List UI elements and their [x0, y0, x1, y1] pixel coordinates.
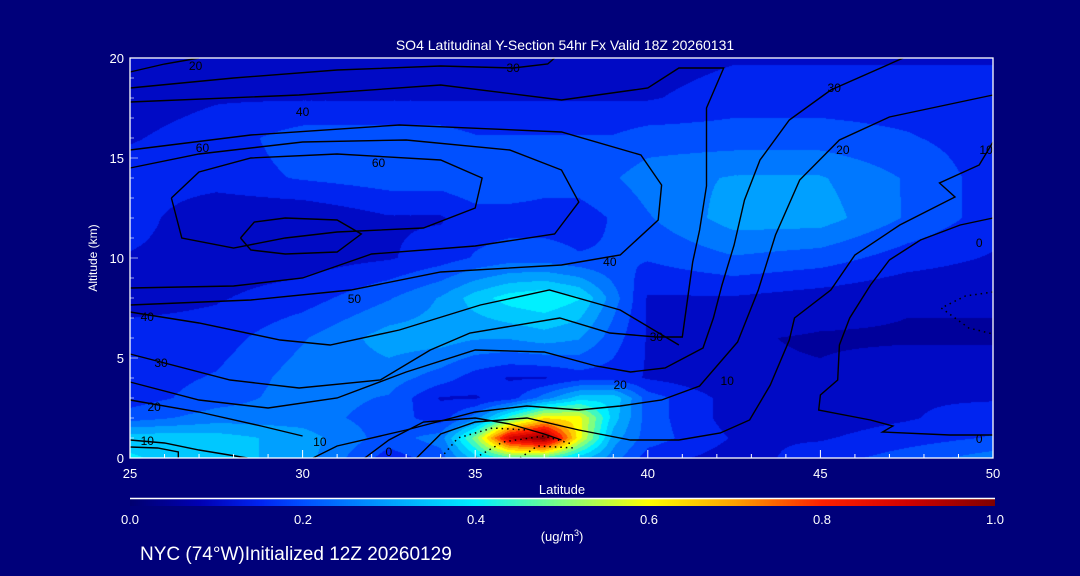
contour-label: 40 — [603, 255, 617, 269]
contour-line — [170, 153, 483, 249]
contour-label: 10 — [721, 374, 735, 388]
contour-line — [416, 141, 994, 459]
chart-title: SO4 Latitudinal Y-Section 54hr Fx Valid … — [396, 37, 735, 53]
y-axis-label: Altitude (km) — [86, 224, 100, 291]
contour-line — [129, 439, 248, 459]
y-tick-label: 5 — [117, 351, 124, 366]
contour-line — [129, 57, 556, 89]
contour-line — [129, 139, 580, 289]
contour-label: 0 — [386, 445, 393, 459]
colorbar-tick-label: 1.0 — [986, 512, 1004, 527]
contour-line — [239, 217, 363, 255]
units-text: (ug/m — [541, 529, 574, 544]
contour-line — [129, 57, 200, 73]
y-tick-label: 15 — [110, 151, 124, 166]
negative-contour-line — [519, 445, 576, 459]
contour-label: 0 — [976, 432, 983, 446]
contour-line — [129, 399, 303, 437]
colorbar-tick-label: 0.2 — [294, 512, 312, 527]
y-tick-label: 0 — [117, 451, 124, 466]
contour-label: 20 — [147, 400, 161, 414]
x-tick-label: 45 — [813, 466, 827, 481]
y-axis: 0 5 10 15 20 — [110, 51, 138, 466]
contour-label: 10 — [313, 435, 327, 449]
negative-contour-line — [939, 291, 994, 335]
colorbar-tick-label: 0.4 — [467, 512, 485, 527]
contour-label: 40 — [141, 310, 155, 324]
heatmap-field — [130, 58, 993, 458]
x-tick-label: 50 — [986, 466, 1000, 481]
contour-label: 30 — [506, 61, 520, 75]
units-superscript: 3 — [574, 528, 579, 538]
colorbar-ticks: 0.0 0.2 0.4 0.6 0.8 1.0 — [121, 512, 1004, 527]
contour-line — [364, 417, 562, 459]
contour-label: 30 — [828, 81, 842, 95]
plot-frame — [129, 57, 994, 459]
x-tick-label: 25 — [123, 466, 137, 481]
colorbar-tick-label: 0.8 — [813, 512, 831, 527]
contour-label: 10 — [979, 143, 993, 157]
x-axis: 25 30 35 40 45 50 — [123, 450, 1000, 481]
negative-contour-line — [440, 427, 528, 459]
colorbar-units: (ug/m3) — [541, 528, 584, 544]
contour-line — [129, 446, 180, 458]
contour-label: 60 — [196, 141, 210, 155]
contour-labels: 20 30 40 60 60 50 40 30 20 10 10 0 40 30 20 10 30 20 10 0 0 — [141, 59, 994, 459]
y-tick-label: 10 — [110, 251, 124, 266]
contour-line — [129, 289, 680, 346]
colorbar-gradient — [130, 499, 995, 506]
contour-line — [129, 57, 904, 409]
contour-label: 0 — [976, 236, 983, 250]
contour-label: 50 — [348, 292, 362, 306]
contour-lines — [129, 57, 994, 459]
x-tick-label: 30 — [295, 466, 309, 481]
x-tick-label: 35 — [468, 466, 482, 481]
x-tick-label: 40 — [641, 466, 655, 481]
footer-init-text: NYC (74°W)Initialized 12Z 20260129 — [140, 544, 452, 565]
contour-label: 20 — [836, 143, 850, 157]
y-tick-label: 20 — [110, 51, 124, 66]
contour-label: 30 — [154, 356, 168, 370]
contour-label: 40 — [296, 105, 310, 119]
contour-line — [129, 67, 725, 389]
units-close: ) — [579, 529, 583, 544]
x-axis-label: Latitude — [539, 482, 585, 497]
contour-label: 10 — [141, 434, 155, 448]
contour-label: 20 — [614, 378, 628, 392]
contour-label: 20 — [189, 59, 203, 73]
colorbar-tick-label: 0.0 — [121, 512, 139, 527]
negative-contour-line — [474, 435, 573, 459]
contour-label: 60 — [372, 156, 386, 170]
contour-line — [817, 217, 994, 436]
contour-label: 30 — [650, 330, 664, 344]
contour-line — [129, 124, 663, 306]
colorbar-tick-label: 0.6 — [640, 512, 658, 527]
